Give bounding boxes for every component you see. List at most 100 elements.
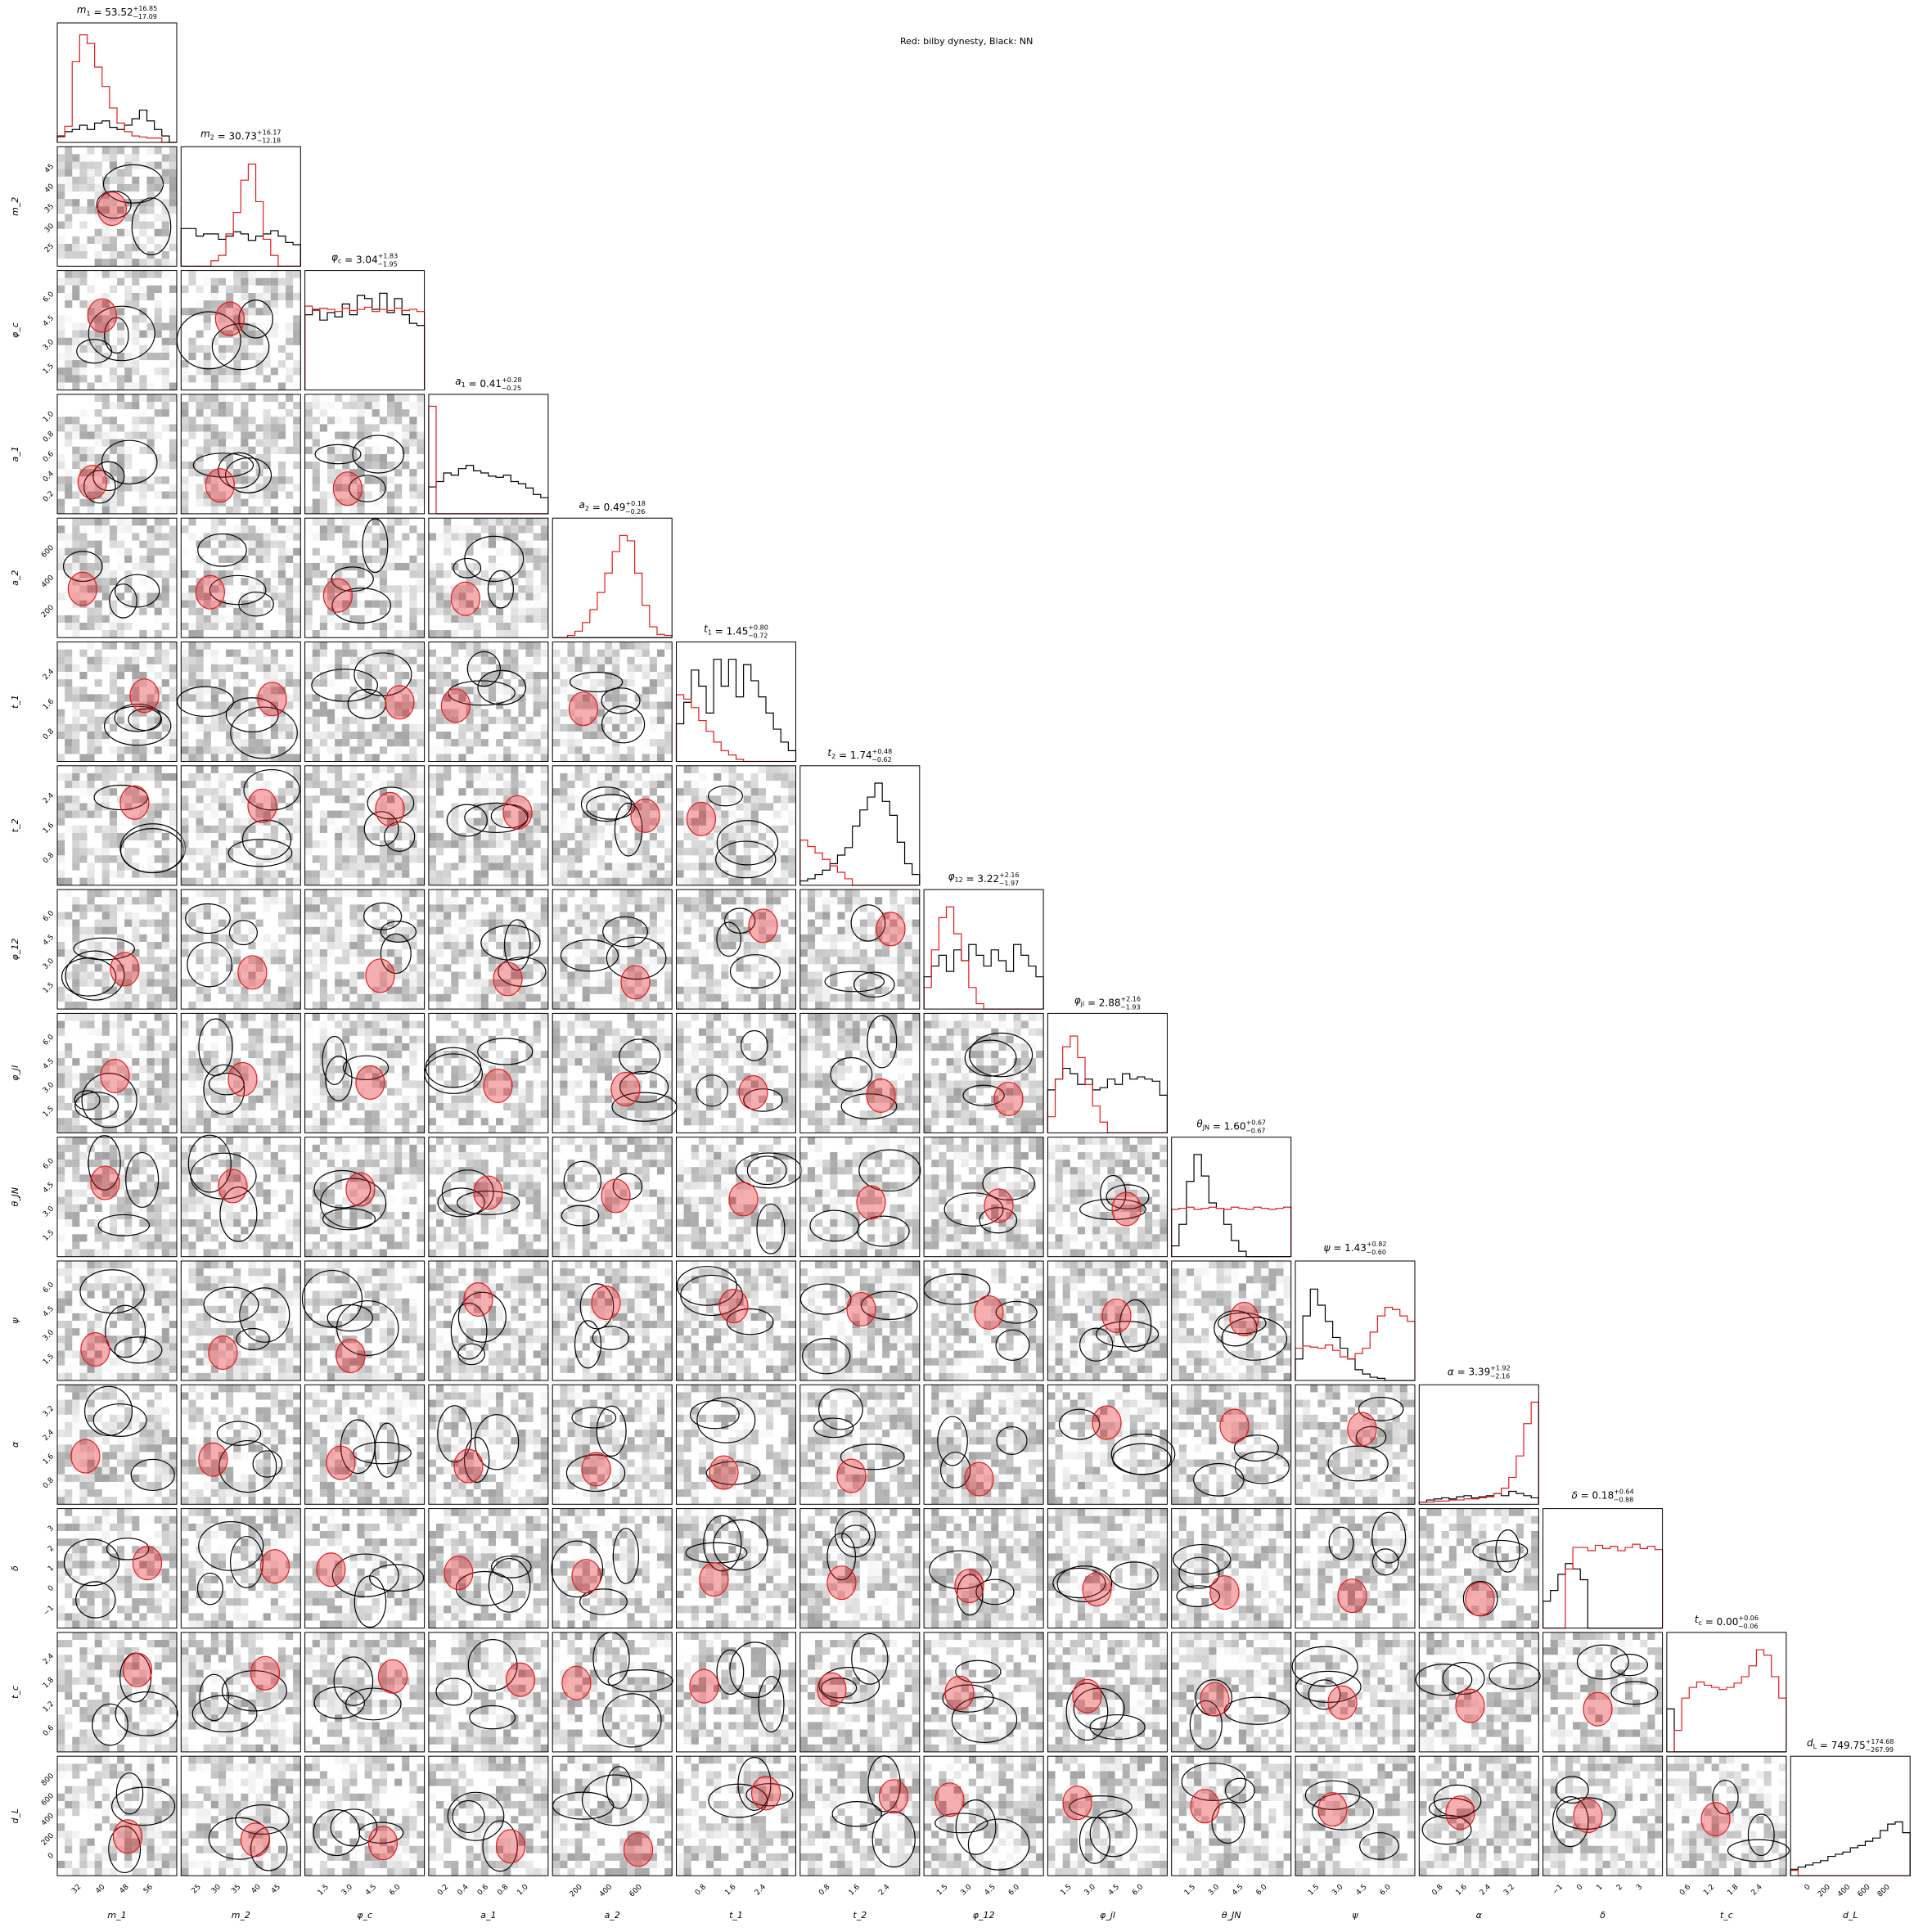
nn-cell [248,649,256,657]
nn-cell [181,679,189,687]
nn-cell [619,810,628,818]
nn-cell [750,795,759,804]
nn-cell [94,1065,102,1074]
nn-cell [402,1001,410,1010]
nn-cell [525,615,534,623]
nn-cell [226,578,234,586]
nn-cell [394,402,403,410]
nn-cell [349,732,358,740]
nn-cell [649,772,657,781]
nn-cell [781,986,789,994]
nn-cell [852,904,860,912]
nn-cell [169,781,177,789]
marginal-title-4: a2 = 0.49+0.18 −0.26 [579,499,646,516]
nn-cell [417,533,425,541]
nn-cell [357,462,365,470]
nn-cell [698,840,706,849]
nn-cell [196,926,204,934]
nn-cell [87,971,95,980]
nn-cell [319,897,327,905]
nn-cell [428,533,437,541]
nn-cell [72,236,80,244]
nn-cell [139,810,147,818]
nn-cell [386,694,395,702]
nn-cell [451,803,459,811]
nn-cell [210,600,218,608]
nn-cell [117,453,125,462]
nn-cell [248,781,256,789]
nn-cell [728,848,736,856]
nn-cell [342,723,350,732]
nn-cell [428,810,437,818]
nn-cell [161,337,169,345]
nn-cell [597,679,606,687]
nn-cell [612,862,620,871]
nn-cell [503,919,511,927]
nn-cell [72,986,80,994]
nn-cell [94,656,102,664]
nn-cell [417,941,425,950]
nn-cell [169,607,177,615]
nn-cell [109,540,117,548]
nn-cell [473,622,481,631]
nn-cell [349,615,358,623]
nn-cell [87,979,95,987]
nn-cell [181,491,189,499]
nn-cell [656,701,665,709]
nn-cell [496,772,504,781]
nn-cell [597,904,606,912]
nn-cell [293,986,301,994]
nn-cell [560,772,568,781]
nn-cell [773,795,781,804]
nn-cell [210,877,218,885]
nn-cell [263,491,271,499]
nn-cell [409,525,417,534]
nn-cell [233,679,241,687]
nn-cell [518,840,526,849]
nn-cell [263,889,271,898]
nn-cell [210,506,218,514]
nn-cell [781,840,789,849]
nn-cell [552,803,561,811]
nn-cell [218,308,227,316]
nn-cell [169,300,177,308]
nn-cell [94,964,102,972]
nn-cell [444,870,452,878]
nn-cell [466,803,474,811]
nn-cell [241,656,249,664]
nn-cell [188,679,196,687]
nn-cell [750,781,759,789]
nn-cell [656,870,665,878]
nn-cell [627,672,635,680]
nn-cell [364,402,372,410]
nn-cell [169,897,177,905]
nn-cell [844,912,853,920]
nn-cell [619,716,628,724]
nn-cell [649,912,657,920]
nn-cell [139,431,147,439]
nn-cell [304,694,313,702]
nn-cell [409,781,417,789]
nn-cell [815,889,823,898]
nn-cell [357,672,365,680]
panel-frame [304,889,426,1010]
nn-cell [154,870,162,878]
nn-cell [683,993,691,1002]
nn-cell [94,424,102,432]
nn-cell [364,555,372,563]
nn-cell [349,904,358,912]
panel-5-0: 0.81.62.4t_1 [10,642,178,762]
nn-cell [304,585,313,593]
panel-frame [552,765,673,886]
nn-cell [466,993,474,1002]
nn-cell [691,912,699,920]
nn-cell [402,446,410,454]
nn-cell [503,600,511,608]
nn-cell [533,746,541,754]
nn-cell [139,446,147,454]
nn-cell [79,409,88,417]
nn-cell [582,664,590,672]
nn-cell [518,825,526,833]
nn-cell [357,555,365,563]
nn-cell [286,746,294,754]
